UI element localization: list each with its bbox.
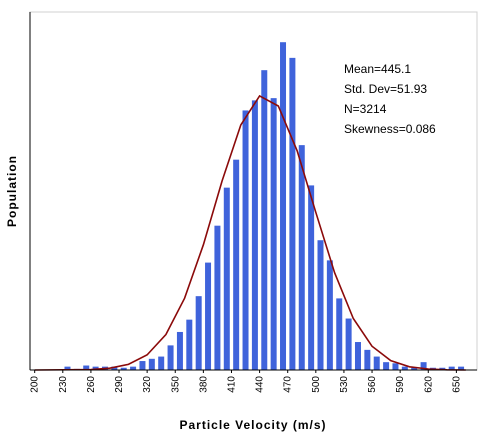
annotation: Skewness=0.086 [344,122,436,136]
bar [345,318,352,370]
bar [261,70,268,371]
annotation: N=3214 [344,102,387,116]
x-tick-label: 290 [114,376,125,393]
bar [354,342,361,370]
bar [298,145,305,370]
bar [167,345,174,370]
bar [242,110,249,370]
x-tick-label: 200 [30,376,41,393]
y-axis-label: Population [5,155,19,227]
bar [64,366,71,370]
bar [270,98,277,371]
x-axis-label: Particle Velocity (m/s) [179,418,326,432]
bar [401,366,408,370]
bar [92,366,99,370]
x-tick-label: 590 [395,376,406,393]
bar [148,358,155,370]
annotation: Std. Dev=51.93 [344,82,427,96]
bar [364,349,371,370]
bar [336,298,343,370]
bar [448,366,455,370]
bar [458,366,465,370]
bar [383,362,390,370]
x-tick-label: 320 [142,376,153,393]
x-tick-label: 470 [283,376,294,393]
x-tick-label: 260 [86,376,97,393]
bar [420,362,427,370]
bar [326,260,333,370]
x-tick-label: 560 [367,376,378,393]
bar [223,187,230,370]
x-tick-label: 500 [311,376,322,393]
fit-curve [34,94,466,371]
annotation: Mean=445.1 [344,62,411,76]
x-tick-label: 380 [198,376,209,393]
bar [120,367,127,370]
bar [373,356,380,370]
bar [186,319,193,370]
bar [111,366,118,370]
bar [83,365,90,370]
bar [280,42,287,371]
x-tick-label: 410 [226,376,237,393]
bar [289,57,296,371]
bar [317,240,324,370]
bar [308,185,315,370]
x-tick-label: 440 [255,376,266,393]
bar [195,296,202,370]
x-tick-label: 620 [423,376,434,393]
x-tick-label: 350 [170,376,181,393]
x-tick-label: 230 [58,376,69,393]
bar [130,366,137,370]
bar [176,331,183,370]
bar [251,100,258,370]
x-tick-label: 650 [451,376,462,393]
bar [411,367,418,370]
bar [214,225,221,370]
bar [139,361,146,370]
bar [233,159,240,370]
x-tick-label: 530 [339,376,350,393]
bar [205,262,212,370]
bar [392,363,399,370]
bar [158,356,165,370]
